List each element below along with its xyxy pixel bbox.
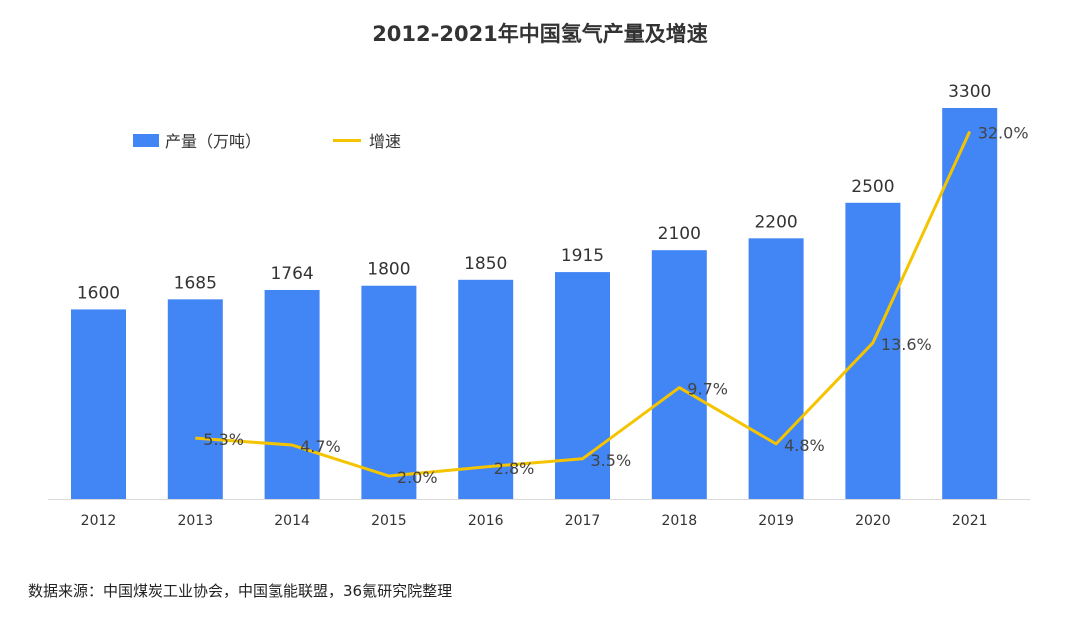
growth-label-2021: 32.0% (978, 123, 1029, 142)
bar-label-2015: 1800 (367, 260, 410, 280)
bar-2018 (651, 250, 707, 499)
bar-label-2017: 1915 (561, 246, 604, 266)
growth-label-2016: 2.8% (494, 459, 535, 478)
legend-line-swatch (333, 138, 361, 142)
x-tick-2015: 2015 (371, 513, 407, 529)
growth-line (195, 130, 972, 478)
x-tick-2013: 2013 (177, 513, 213, 529)
bar-2021 (942, 108, 998, 499)
bar-2013 (167, 299, 223, 499)
bar-label-2014: 1764 (270, 264, 313, 284)
source-note: 数据来源：中国煤炭工业协会，中国氢能联盟，36氪研究院整理 (28, 582, 453, 600)
x-tick-2018: 2018 (661, 513, 697, 529)
legend-item-growth: 增速 (333, 128, 401, 152)
bar-label-2013: 1685 (174, 273, 217, 293)
bar-2014 (264, 289, 320, 499)
bar-2015 (361, 285, 417, 499)
bar-label-2012: 1600 (77, 283, 120, 303)
x-tick-2020: 2020 (855, 513, 891, 529)
x-tick-2014: 2014 (274, 513, 310, 529)
x-tick-2021: 2021 (952, 513, 988, 529)
growth-label-2017: 3.5% (591, 451, 632, 470)
bar-2019 (748, 238, 804, 500)
x-tick-2019: 2019 (758, 513, 794, 529)
growth-label-2013: 5.3% (203, 430, 244, 449)
legend-bar-swatch (133, 133, 159, 147)
bar-2020 (845, 202, 901, 499)
bar-2016 (458, 279, 514, 499)
legend-label-growth: 增速 (369, 132, 402, 151)
growth-label-2015: 2.0% (397, 468, 438, 487)
bar-label-2019: 2200 (754, 212, 797, 232)
x-tick-2012: 2012 (81, 513, 117, 529)
chart-title: 2012-2021年中国氢气产量及增速 (372, 22, 708, 46)
growth-label-2018: 9.7% (687, 380, 728, 399)
bar-label-2016: 1850 (464, 254, 507, 274)
x-tick-2017: 2017 (565, 513, 601, 529)
legend-item-production: 产量（万吨） (133, 128, 261, 152)
bar-label-2018: 2100 (658, 224, 701, 244)
bar-label-2021: 3300 (948, 82, 991, 102)
growth-label-2020: 13.6% (881, 335, 932, 354)
x-tick-2016: 2016 (468, 513, 504, 529)
legend-label-production: 产量（万吨） (165, 132, 262, 151)
growth-label-2019: 4.8% (784, 436, 825, 455)
bar-label-2020: 2500 (851, 177, 894, 197)
growth-label-2014: 4.7% (300, 437, 341, 456)
bar-2012 (71, 309, 126, 499)
